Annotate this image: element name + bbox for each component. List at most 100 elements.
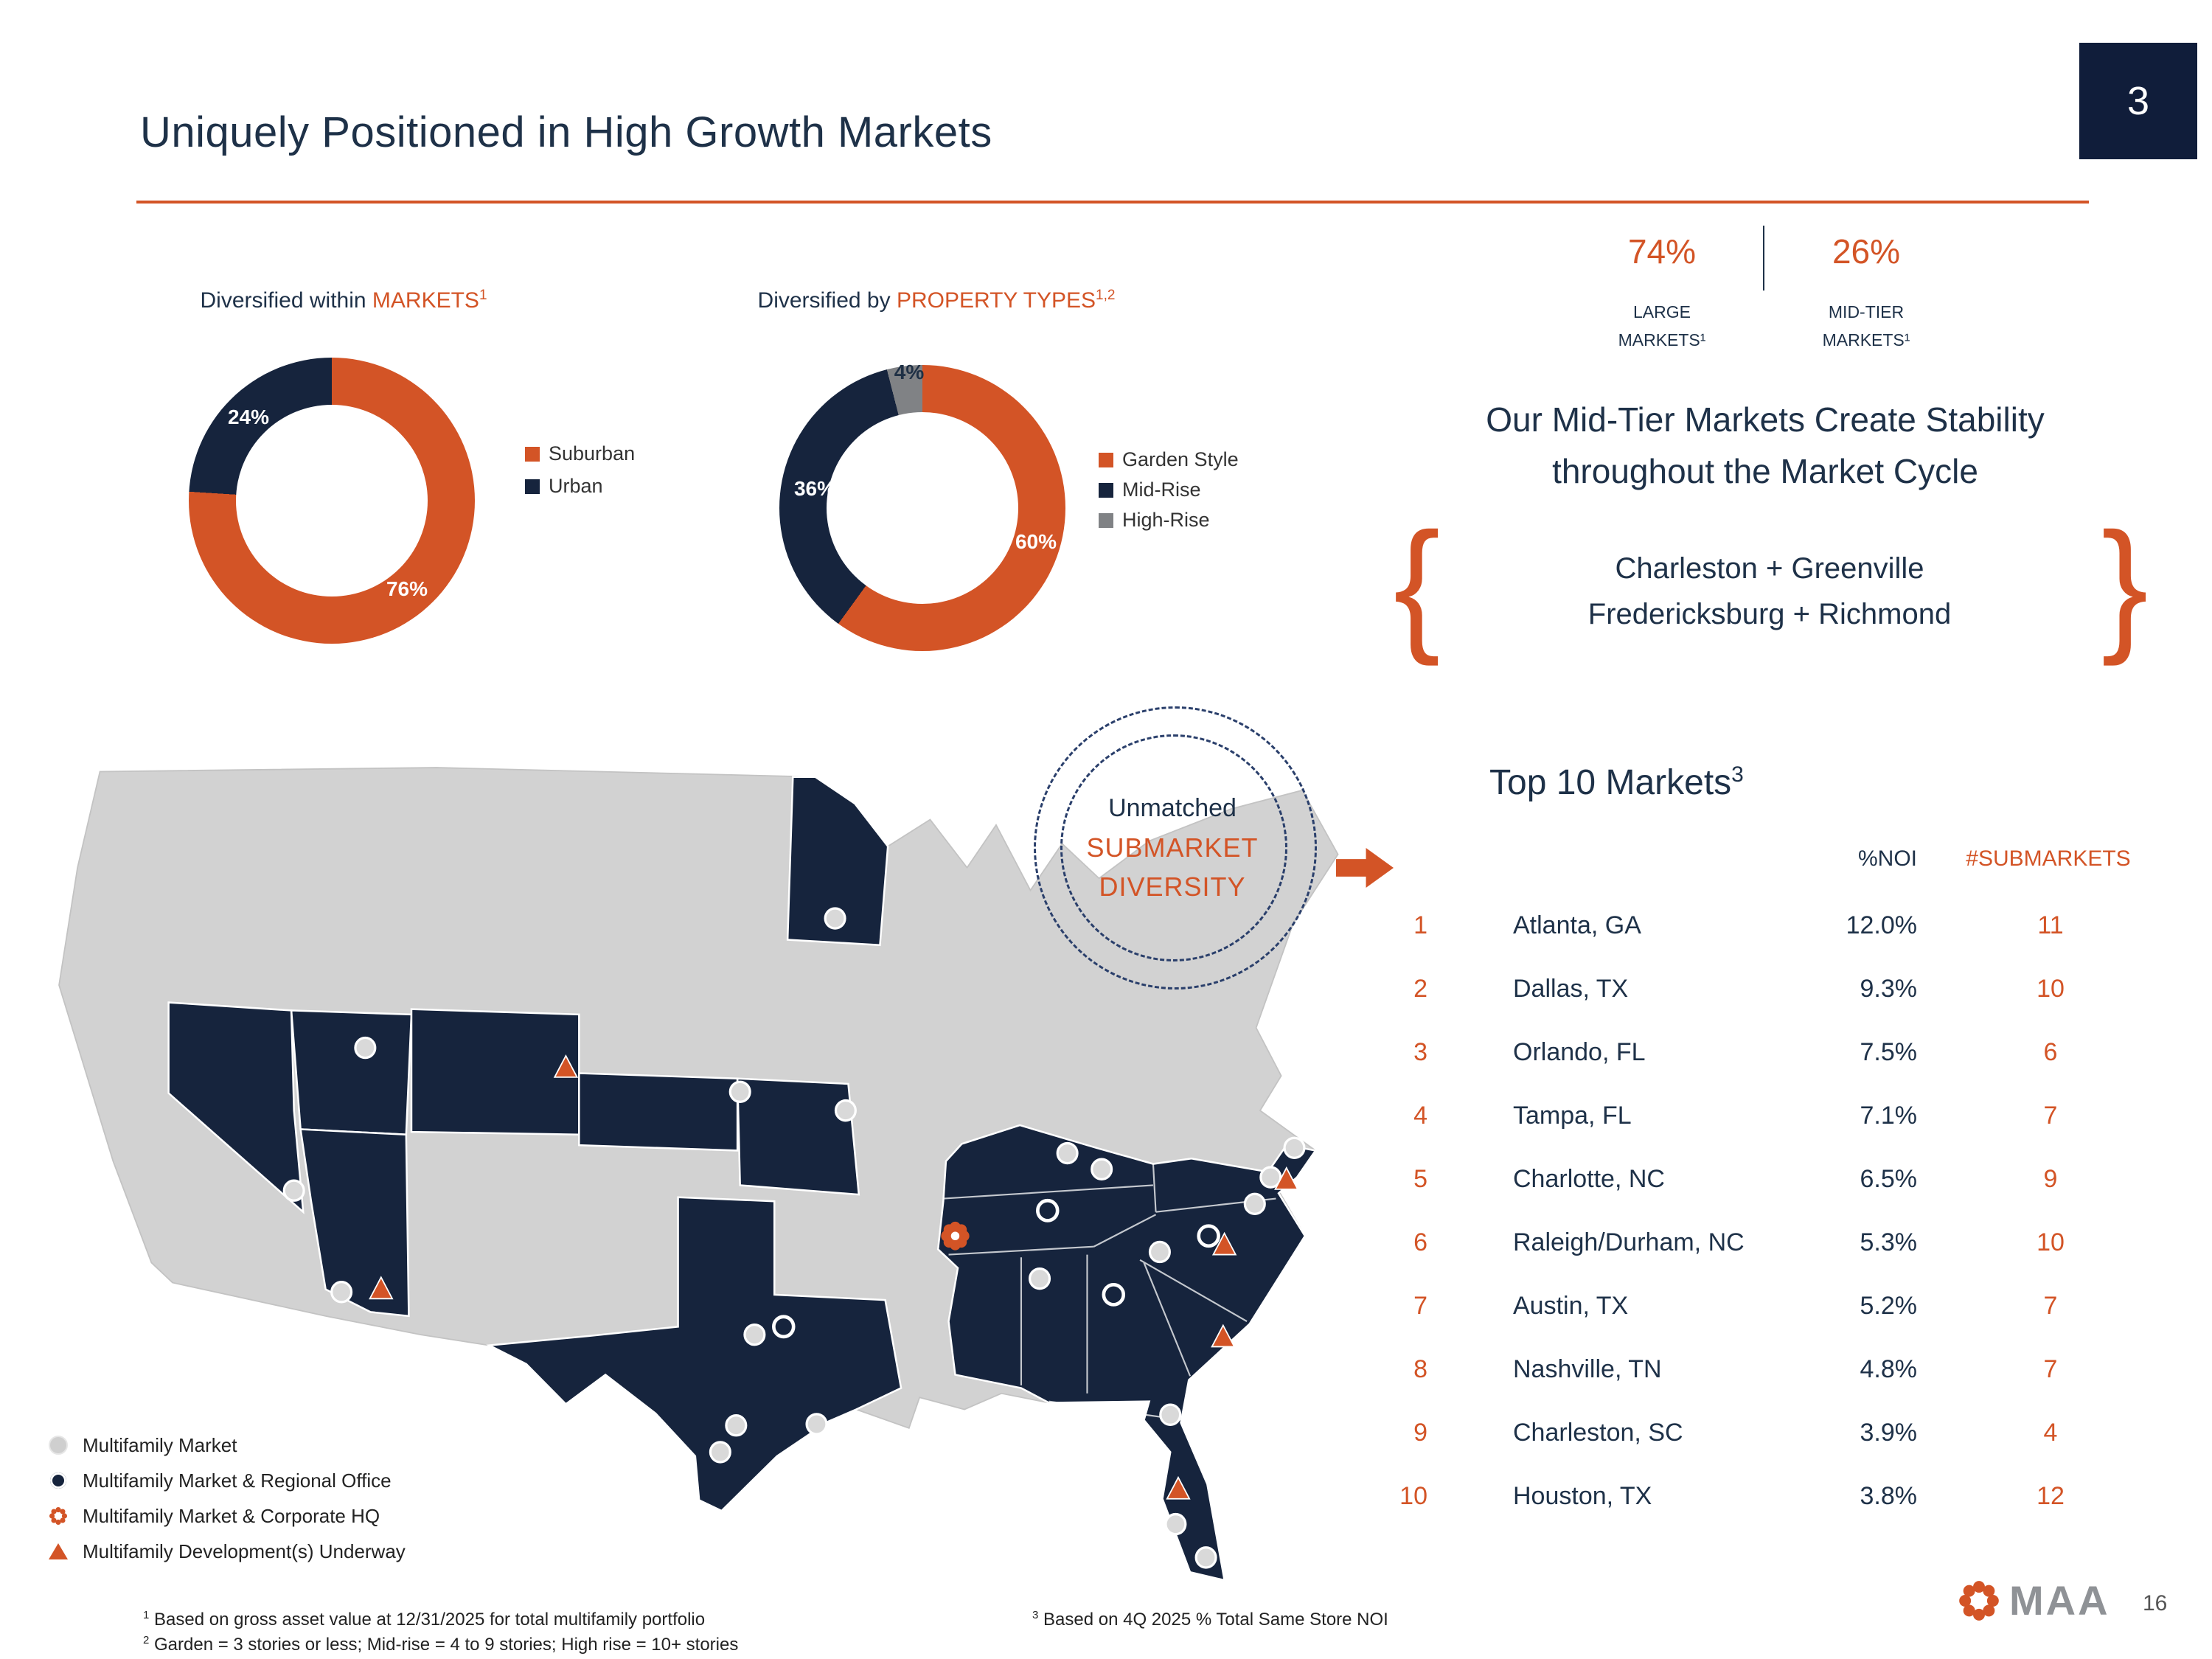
market-submarkets: 4 (2043, 1418, 2058, 1447)
market-noi: 12.0% (1846, 911, 1917, 939)
market-submarkets: 11 (2037, 911, 2064, 939)
table-row: 7 Austin, TX 5.2% 7 (1357, 1274, 2143, 1338)
market-noi: 3.8% (1860, 1481, 1918, 1510)
legend-item-urban: Urban (525, 475, 635, 498)
diversity-badge-outer-circle (1034, 706, 1317, 990)
footnote-2: 2 Garden = 3 stories or less; Mid-rise =… (143, 1634, 739, 1655)
market-submarkets: 10 (2037, 1228, 2065, 1256)
state-texas (486, 1196, 902, 1512)
state-nevada (167, 1001, 305, 1214)
market-rank: 7 (1413, 1291, 1427, 1320)
high-rise-pct-label: 4% (894, 361, 925, 383)
diversity-badge-inner-circle (1060, 734, 1287, 961)
maa-flower-icon (1959, 1580, 1999, 1621)
market-name: Orlando, FL (1513, 1037, 1646, 1066)
legend-item-high-rise: High-Rise (1099, 509, 1239, 532)
urban-pct-label: 24% (227, 406, 270, 428)
top10-table: 1 Atlanta, GA 12.0% 11 2 Dallas, TX 9.3%… (1357, 894, 2143, 1528)
high-rise-swatch-icon (1099, 512, 1113, 528)
right-brace: } (2101, 502, 2149, 667)
split-divider (1763, 226, 1764, 291)
us-map (41, 761, 1360, 1588)
page-title: Uniquely Positioned in High Growth Marke… (140, 108, 992, 156)
market-rank: 5 (1413, 1164, 1427, 1193)
table-row: 2 Dallas, TX 9.3% 10 (1357, 957, 2143, 1020)
table-row: 10 Houston, TX 3.8% 12 (1357, 1464, 2143, 1528)
state-minnesota (786, 776, 889, 947)
market-submarkets: 7 (2043, 1354, 2058, 1383)
large-markets-value: 74% (1627, 232, 1697, 271)
market-name: Houston, TX (1513, 1481, 1652, 1510)
market-submarkets: 7 (2043, 1291, 2058, 1320)
garden-style-label: Garden Style (1122, 448, 1239, 470)
market-noi: 6.5% (1860, 1164, 1918, 1193)
market-rank: 8 (1413, 1354, 1427, 1383)
suburban-label: Suburban (549, 442, 636, 465)
market-noi: 7.1% (1860, 1101, 1918, 1130)
market-submarkets: 12 (2037, 1481, 2065, 1510)
market-rank: 4 (1413, 1101, 1427, 1130)
table-row: 3 Orlando, FL 7.5% 6 (1357, 1020, 2143, 1084)
legend-item-garden-style: Garden Style (1099, 448, 1239, 471)
table-row: 5 Charlotte, NC 6.5% 9 (1357, 1147, 2143, 1211)
urban-swatch-icon (525, 479, 540, 494)
market-submarkets: 7 (2043, 1101, 2058, 1130)
market-submarkets: 10 (2037, 974, 2065, 1003)
states-southeast (936, 1124, 1318, 1582)
market-rank: 6 (1413, 1228, 1427, 1256)
mid-tier-market-names: Charleston + Greenville Fredericksburg +… (1587, 552, 1952, 630)
market-name: Tampa, FL (1513, 1101, 1632, 1130)
property-types-chart-title: Diversified by PROPERTY TYPES1,2 (708, 288, 1165, 313)
state-borders (943, 1164, 1276, 1422)
market-noi: 4.8% (1860, 1354, 1918, 1383)
state-utah (290, 1009, 413, 1136)
markets-chart-title-prefix: Diversified within (200, 288, 372, 313)
maa-logo-text: MAA (2009, 1577, 2110, 1624)
property-types-donut-legend: Garden Style Mid-Rise High-Rise (1099, 448, 1239, 532)
garden-style-swatch-icon (1099, 452, 1113, 467)
market-noi: 7.5% (1860, 1037, 1918, 1066)
state-kansas (578, 1072, 739, 1152)
mid-tier-markets-value: 26% (1832, 232, 1901, 271)
legend-item-mid-rise: Mid-Rise (1099, 479, 1239, 501)
top10-title: Top 10 Markets3 (1489, 762, 1744, 802)
us-map-svg (58, 767, 1339, 1582)
gray-dot-icon (49, 1436, 68, 1455)
market-submarkets: 9 (2043, 1164, 2058, 1193)
left-brace: { (1394, 502, 1441, 667)
market-name: Atlanta, GA (1513, 911, 1641, 939)
legend-item-regional-office: Multifamily Market & Regional Office (49, 1463, 406, 1498)
table-row: 8 Nashville, TN 4.8% 7 (1357, 1338, 2143, 1401)
table-row: 1 Atlanta, GA 12.0% 11 (1357, 894, 2143, 957)
state-arizona (299, 1128, 410, 1318)
orange-triangle-icon (49, 1543, 68, 1559)
maa-flower-icon (49, 1506, 68, 1526)
markets-chart-title: Diversified within MARKETS1 (115, 288, 572, 313)
footnote-1: 1 Based on gross asset value at 12/31/20… (143, 1609, 706, 1630)
markets-donut-chart: 24% 76% (189, 358, 475, 644)
mid-rise-pct-label: 36% (793, 477, 836, 500)
table-row: 9 Charleston, SC 3.9% 4 (1357, 1401, 2143, 1464)
mid-rise-label: Mid-Rise (1122, 479, 1201, 501)
suburban-pct-label: 76% (386, 577, 428, 600)
large-markets-label: LARGE MARKETS¹ (1618, 302, 1706, 349)
property-types-title-accent: PROPERTY TYPES (896, 288, 1096, 313)
page-number: 16 (2143, 1591, 2168, 1615)
property-types-title-prefix: Diversified by (757, 288, 897, 313)
state-colorado (410, 1008, 580, 1135)
property-types-donut-chart: 4% 36% 60% (779, 361, 1065, 651)
garden-pct-label: 60% (1015, 530, 1057, 553)
maa-logo: MAA (1958, 1576, 2110, 1624)
market-rank: 10 (1399, 1481, 1427, 1510)
section-number-badge: 3 (2079, 43, 2197, 159)
market-noi: 9.3% (1860, 974, 1918, 1003)
market-rank: 2 (1413, 974, 1427, 1003)
table-row: 4 Tampa, FL 7.1% 7 (1357, 1084, 2143, 1147)
market-rank: 3 (1413, 1037, 1427, 1066)
markets-donut-legend: Suburban Urban (525, 442, 635, 498)
stability-statement: Our Mid-Tier Markets Create Stability th… (1486, 400, 2045, 490)
markets-chart-title-sup: 1 (479, 288, 487, 303)
market-name: Charlotte, NC (1513, 1164, 1665, 1193)
footnote-3: 3 Based on 4Q 2025 % Total Same Store NO… (1032, 1609, 1388, 1630)
